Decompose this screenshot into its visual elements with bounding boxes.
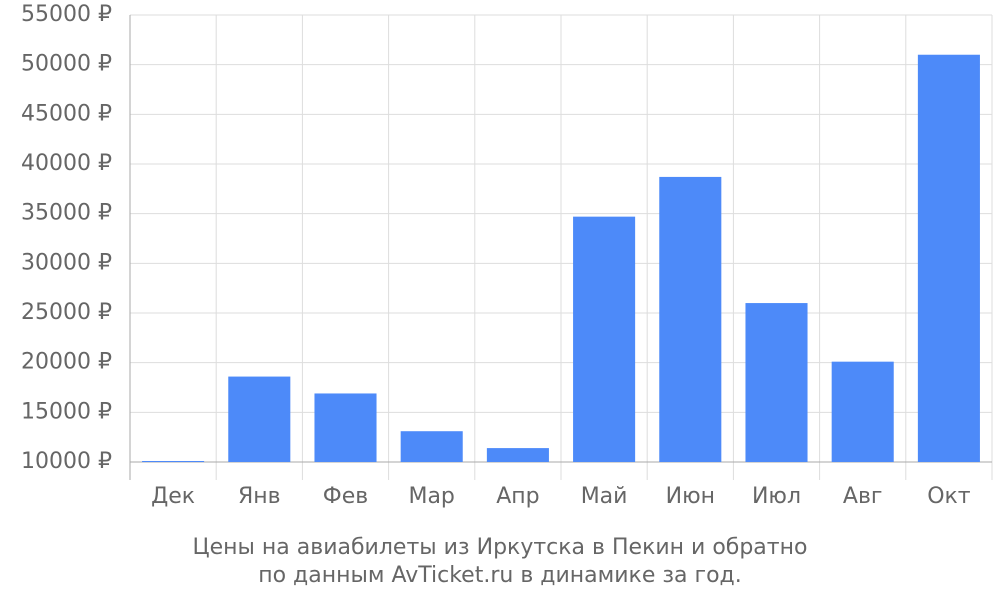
y-tick-label: 10000 ₽ <box>21 449 112 474</box>
y-tick-label: 55000 ₽ <box>21 2 112 27</box>
x-tick-label: Дек <box>151 484 195 509</box>
bar <box>573 216 636 462</box>
bar <box>228 376 291 462</box>
y-tick-label: 40000 ₽ <box>21 151 112 176</box>
bar <box>745 303 808 462</box>
x-tick-label: Авг <box>843 484 883 509</box>
y-tick-label: 50000 ₽ <box>21 52 112 77</box>
x-tick-label: Окт <box>927 484 971 509</box>
x-tick-label: Мар <box>408 484 454 509</box>
y-tick-label: 30000 ₽ <box>21 250 112 275</box>
bar <box>400 431 463 462</box>
x-tick-label: Апр <box>496 484 539 509</box>
bar <box>659 176 722 462</box>
bar <box>314 393 377 462</box>
x-tick-label: Янв <box>238 484 281 509</box>
bar <box>917 54 980 462</box>
y-tick-label: 15000 ₽ <box>21 399 112 424</box>
y-tick-label: 45000 ₽ <box>21 101 112 126</box>
y-tick-label: 25000 ₽ <box>21 300 112 325</box>
x-tick-label: Июн <box>666 484 715 509</box>
chart-title: Цены на авиабилеты из Иркутска в Пекин и… <box>193 535 808 560</box>
x-tick-label: Май <box>581 484 628 509</box>
chart-subtitle: по данным AvTicket.ru в динамике за год. <box>258 563 742 588</box>
y-tick-label: 35000 ₽ <box>21 201 112 226</box>
x-tick-label: Фев <box>323 484 368 509</box>
bar <box>486 448 549 462</box>
x-tick-label: Июл <box>752 484 801 509</box>
y-tick-label: 20000 ₽ <box>21 350 112 375</box>
bar <box>142 461 205 463</box>
bar <box>831 361 894 462</box>
